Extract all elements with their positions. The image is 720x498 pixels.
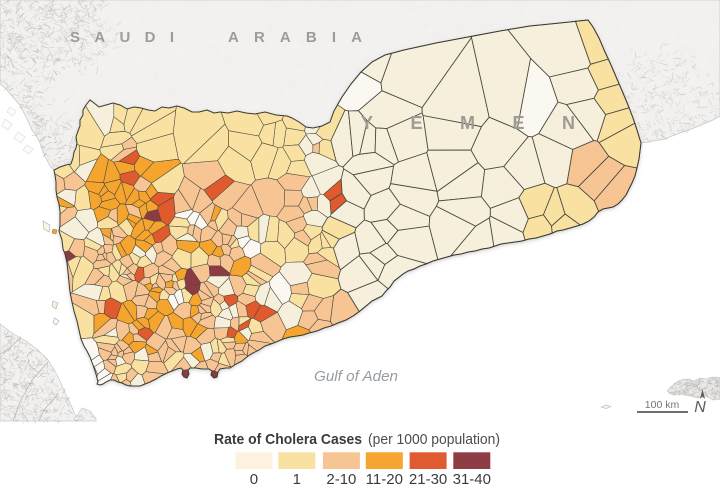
svg-text:21-30: 21-30 xyxy=(409,471,447,488)
svg-text:N: N xyxy=(694,399,706,416)
svg-text:0: 0 xyxy=(250,471,258,488)
svg-text:11-20: 11-20 xyxy=(366,471,403,488)
svg-text:100 km: 100 km xyxy=(645,399,680,411)
svg-text:31-40: 31-40 xyxy=(453,471,491,488)
svg-text:Rate of Cholera Cases: Rate of Cholera Cases xyxy=(214,431,362,448)
svg-text:2-10: 2-10 xyxy=(326,471,356,488)
svg-text:(per 1000 population): (per 1000 population) xyxy=(368,431,500,448)
svg-text:SAUDI: SAUDI xyxy=(70,29,174,46)
svg-text:1: 1 xyxy=(293,471,301,488)
svg-text:YEMEN: YEMEN xyxy=(361,113,575,133)
svg-text:Gulf of Aden: Gulf of Aden xyxy=(314,368,398,385)
